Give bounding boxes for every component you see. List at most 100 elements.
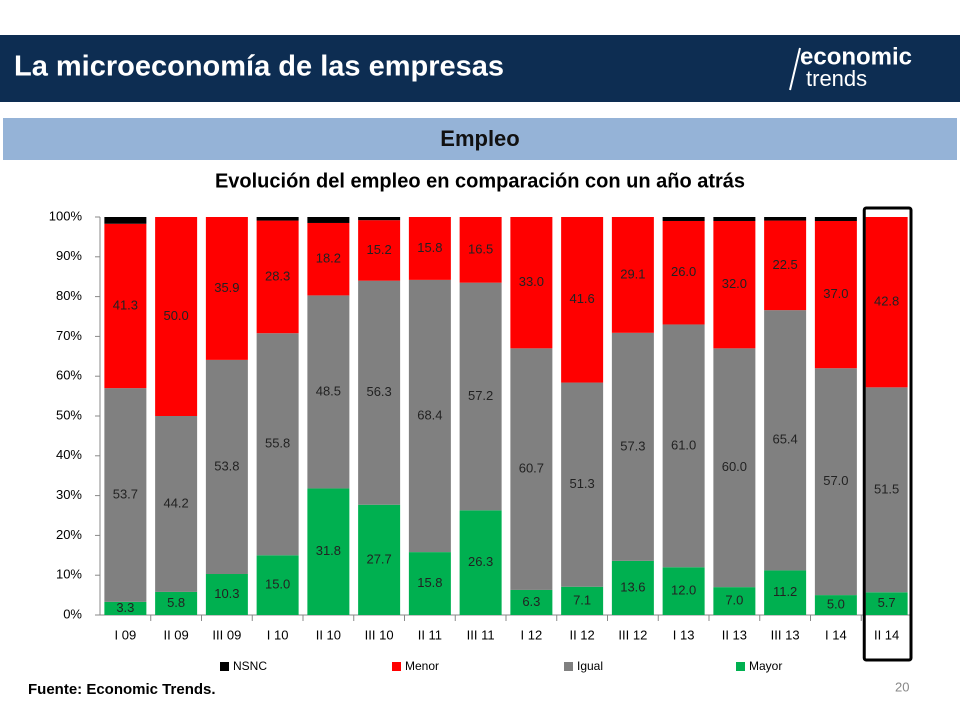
data-label: 16.5	[468, 241, 493, 256]
bar-segment	[307, 488, 350, 615]
bar-segment	[611, 560, 654, 615]
data-label: 10.3	[214, 586, 239, 601]
data-label: 51.5	[874, 481, 899, 496]
x-tick-label: II 14	[874, 627, 899, 642]
y-tick-label: 100%	[49, 208, 83, 223]
bar-segment	[307, 217, 350, 223]
bar-segment	[662, 220, 705, 325]
x-tick-label: II 13	[722, 627, 747, 642]
legend-swatch	[736, 662, 745, 671]
bar-segment	[459, 510, 502, 615]
legend-label: Igual	[577, 659, 603, 673]
data-label: 50.0	[163, 308, 188, 323]
bar-segment	[662, 324, 705, 568]
bar-segment	[307, 295, 350, 489]
x-tick-label: I 14	[825, 627, 847, 642]
bar-segment	[408, 552, 451, 615]
bar-segment	[256, 220, 299, 334]
bar-segment	[510, 589, 553, 615]
data-label: 15.2	[366, 242, 391, 257]
x-tick-label: III 09	[212, 627, 241, 642]
bar-segment	[155, 591, 198, 615]
bar-segment	[865, 592, 908, 615]
header-bar	[0, 35, 960, 102]
data-label: 48.5	[316, 383, 341, 398]
bar-segment	[358, 504, 401, 615]
x-tick-label: II 11	[418, 627, 442, 642]
bar-segment	[205, 574, 248, 615]
bar-segment	[764, 310, 807, 571]
bar-segment	[764, 570, 807, 615]
data-label: 37.0	[823, 286, 848, 301]
data-label: 15.8	[417, 575, 442, 590]
x-tick-label: III 10	[365, 627, 394, 642]
bar-segment	[358, 220, 401, 281]
bar-segment	[205, 217, 248, 360]
data-label: 12.0	[671, 583, 696, 598]
data-label: 53.7	[113, 486, 138, 501]
x-tick-label: I 12	[521, 627, 543, 642]
y-tick-label: 90%	[56, 248, 82, 263]
y-tick-label: 40%	[56, 447, 82, 462]
source: Fuente: Economic Trends.	[28, 681, 216, 698]
bar-segment	[256, 217, 299, 221]
data-label: 60.7	[519, 461, 544, 476]
y-tick-label: 80%	[56, 288, 82, 303]
bar-segment	[155, 217, 198, 416]
y-tick-label: 70%	[56, 328, 82, 343]
data-label: 68.4	[417, 407, 442, 422]
data-label: 44.2	[163, 495, 188, 510]
data-label: 29.1	[620, 266, 645, 281]
data-label: 15.8	[417, 240, 442, 255]
logo-top: economic	[800, 43, 912, 70]
bar-segment	[611, 217, 654, 333]
bar-segment	[256, 555, 299, 615]
data-label: 60.0	[722, 459, 747, 474]
data-label: 3.3	[116, 600, 134, 615]
data-label: 5.7	[878, 595, 896, 610]
bar-segment	[510, 348, 553, 590]
data-label: 13.6	[620, 579, 645, 594]
data-label: 7.0	[725, 593, 743, 608]
bar-segment	[662, 217, 705, 221]
bar-segment	[104, 601, 147, 615]
data-label: 6.3	[522, 594, 540, 609]
data-label: 28.3	[265, 268, 290, 283]
chart-title: Evolución del empleo en comparación con …	[215, 170, 745, 192]
x-tick-label: II 12	[569, 627, 594, 642]
x-tick-label: III 12	[618, 627, 647, 642]
bar-segment	[713, 348, 756, 588]
data-label: 51.3	[569, 476, 594, 491]
legend-label: Mayor	[749, 659, 782, 673]
legend-swatch	[392, 662, 401, 671]
bar-segment	[764, 217, 807, 221]
data-label: 26.3	[468, 554, 493, 569]
bar-segment	[814, 595, 857, 615]
x-tick-label: I 10	[267, 627, 289, 642]
data-label: 53.8	[214, 458, 239, 473]
data-label: 11.2	[773, 584, 797, 599]
bar-segment	[205, 359, 248, 575]
bar-segment	[561, 382, 604, 587]
legend-swatch	[564, 662, 573, 671]
data-label: 35.9	[214, 280, 239, 295]
logo-slash	[789, 47, 801, 91]
bar-segment	[561, 586, 604, 615]
bar-segment	[104, 388, 147, 602]
y-tick-label: 10%	[56, 567, 82, 582]
bar-segment	[256, 333, 299, 556]
data-label: 33.0	[519, 274, 544, 289]
data-label: 26.0	[671, 264, 696, 279]
highlight-box	[862, 206, 913, 662]
bar-segment	[814, 368, 857, 596]
bar-segment	[814, 220, 857, 369]
y-tick-label: 50%	[56, 407, 82, 422]
bar-segment	[459, 282, 502, 511]
bar-segment	[358, 280, 401, 505]
y-tick-label: 30%	[56, 487, 82, 502]
header-title: La microeconomía de las empresas	[14, 51, 504, 83]
bar-segment	[814, 217, 857, 221]
page-number: 20	[895, 679, 909, 694]
data-label: 15.0	[265, 577, 290, 592]
